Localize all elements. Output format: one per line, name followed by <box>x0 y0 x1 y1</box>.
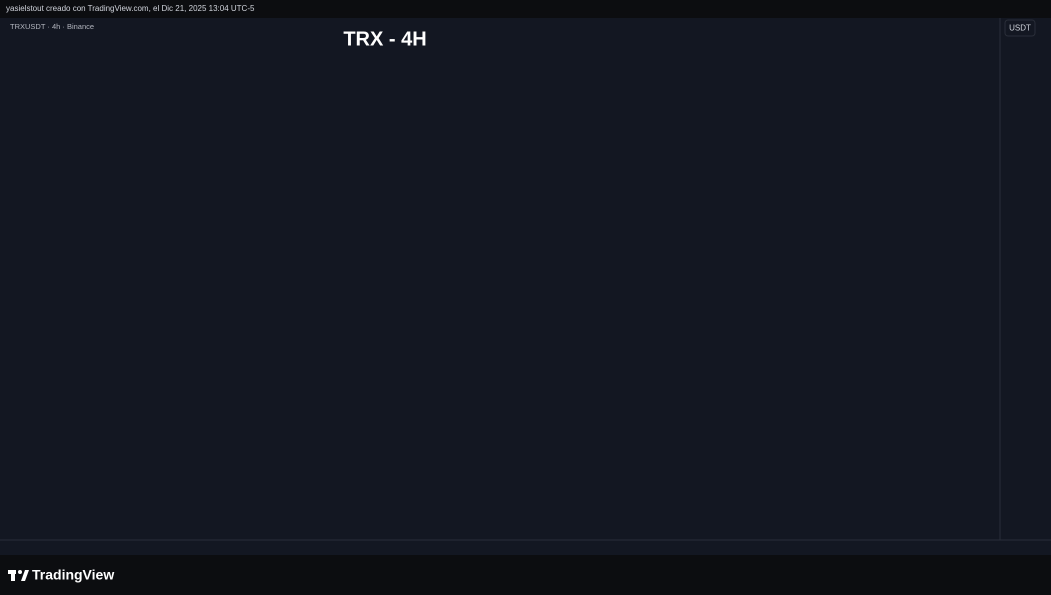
chart-title: TRX - 4H <box>343 28 426 50</box>
top-bar <box>0 0 1051 18</box>
chart-area <box>0 18 1051 555</box>
logo-icon <box>21 570 29 581</box>
currency-button[interactable] <box>1004 19 1036 37</box>
symbol: TRXUSDT · 4h · Binance <box>10 22 94 31</box>
footer <box>0 555 1051 595</box>
currency[interactable]: USDT <box>1009 24 1031 33</box>
logo: TradingView <box>8 567 114 583</box>
logo-text: TradingView <box>32 567 114 583</box>
logo-icon <box>11 570 15 581</box>
logo-icon <box>18 570 22 574</box>
credit: yasielstout creado con TradingView.com, … <box>6 4 255 13</box>
